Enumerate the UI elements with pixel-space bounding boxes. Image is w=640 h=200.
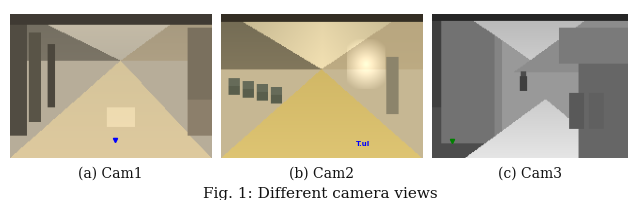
Text: (c) Cam3: (c) Cam3 — [498, 167, 562, 181]
Text: (a) Cam1: (a) Cam1 — [78, 167, 143, 181]
Text: (b) Cam2: (b) Cam2 — [289, 167, 354, 181]
Text: T.ul: T.ul — [356, 141, 371, 147]
Text: Fig. 1: Different camera views: Fig. 1: Different camera views — [203, 187, 437, 200]
